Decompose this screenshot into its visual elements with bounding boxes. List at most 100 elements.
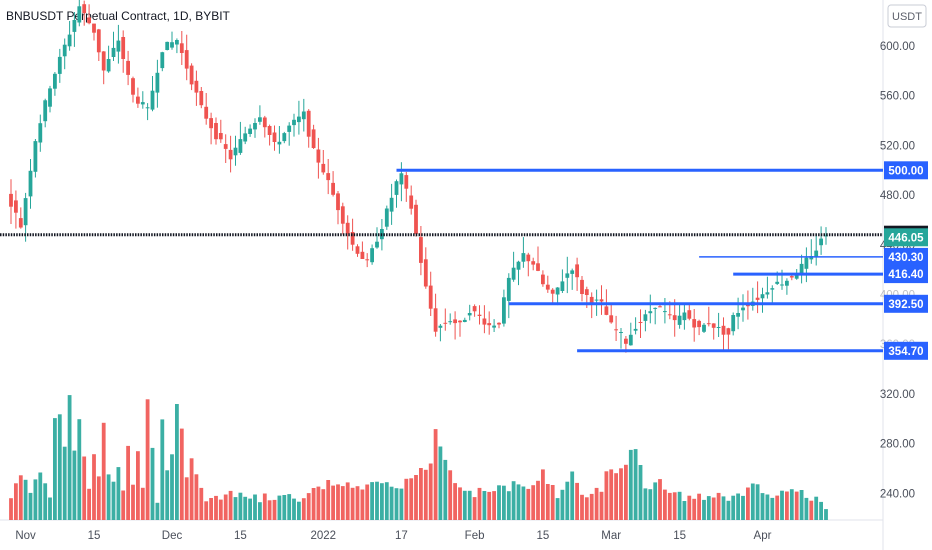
- volume-bar: [155, 502, 160, 520]
- x-tick-label: 15: [234, 530, 247, 542]
- candle-body: [340, 206, 345, 224]
- volume-bar: [101, 422, 106, 520]
- volume-bar: [414, 475, 418, 520]
- candle-body: [370, 248, 374, 263]
- candle-body: [399, 173, 404, 185]
- volume-bar: [697, 493, 701, 520]
- volume-bar: [287, 494, 292, 520]
- volume-bar: [189, 458, 194, 520]
- candle-body: [487, 323, 492, 326]
- candle-body: [614, 329, 618, 331]
- volume-bar: [584, 497, 589, 520]
- candle-body: [643, 314, 648, 321]
- level-badge-text: 392.50: [888, 299, 923, 311]
- candle-body: [175, 40, 179, 45]
- volume-bar: [282, 495, 287, 520]
- y-tick-label: 240.00: [880, 488, 915, 500]
- volume-bar: [394, 488, 399, 520]
- candle-body: [389, 197, 394, 212]
- volume-bar: [560, 489, 565, 520]
- volume-bar: [423, 469, 428, 520]
- candle-body: [448, 321, 453, 323]
- candle-body: [433, 308, 438, 332]
- volume-bar: [477, 487, 482, 520]
- volume-bar: [609, 469, 614, 520]
- candle-body: [62, 44, 67, 57]
- volume-bar: [775, 495, 780, 520]
- volume-bar: [663, 489, 667, 520]
- x-tick-label: Dec: [162, 530, 183, 542]
- x-tick-label: Apr: [754, 530, 772, 542]
- volume-bar: [409, 478, 414, 520]
- volume-bar: [419, 468, 423, 520]
- volume-bar: [506, 491, 511, 520]
- candle-body: [560, 281, 565, 291]
- candle-body: [721, 325, 726, 335]
- candle-body: [663, 311, 667, 313]
- volume-bar: [111, 481, 116, 520]
- y-tick-label: 320.00: [880, 389, 915, 401]
- candle-body: [482, 318, 487, 325]
- candle-body: [28, 170, 33, 197]
- volume-bar: [267, 500, 272, 520]
- candle-body: [53, 73, 57, 89]
- candle-body: [262, 117, 267, 128]
- candle-body: [292, 119, 296, 126]
- y-tick-label: 520.00: [880, 140, 915, 152]
- x-tick-label: 17: [395, 530, 408, 542]
- volume-bar: [565, 481, 570, 520]
- candle-body: [414, 204, 418, 234]
- volume-bar: [380, 483, 384, 520]
- candle-body: [101, 51, 106, 71]
- candle-body: [336, 193, 340, 211]
- volume-bar: [57, 414, 62, 520]
- candle-body: [814, 250, 819, 258]
- volume-bar: [809, 500, 814, 520]
- volume-bar: [316, 486, 321, 520]
- volume-bar: [638, 465, 643, 520]
- volume-bar: [594, 487, 599, 520]
- volume-bar: [160, 419, 165, 520]
- volume-bar: [184, 477, 189, 520]
- volume-bar: [218, 499, 223, 520]
- volume-bar: [458, 487, 462, 520]
- y-tick-label: 280.00: [880, 439, 915, 451]
- volume-bar: [96, 476, 101, 520]
- candle-body: [126, 60, 130, 75]
- volume-bar: [365, 484, 370, 520]
- candle-body: [736, 313, 740, 317]
- x-tick-label: 15: [88, 530, 101, 542]
- volume-bar: [643, 488, 648, 520]
- candle-body: [497, 322, 501, 325]
- candle-body: [277, 141, 282, 145]
- volume-bar: [497, 485, 501, 520]
- volume-bar: [726, 500, 731, 520]
- volume-bar: [550, 485, 555, 520]
- volume-bar: [462, 490, 467, 520]
- volume-bar: [736, 493, 740, 520]
- candle-body: [77, 6, 82, 23]
- candle-body: [223, 144, 228, 149]
- candle-body: [809, 256, 814, 260]
- volume-bar: [175, 404, 179, 520]
- candle-body: [580, 279, 584, 294]
- candle-body: [423, 259, 428, 287]
- volume-bar: [209, 498, 213, 520]
- volume-bar: [126, 445, 130, 520]
- candle-body: [472, 306, 477, 312]
- candle-body: [248, 128, 252, 134]
- candle-body: [755, 297, 760, 300]
- level-badge: [884, 341, 928, 360]
- level-badge: [884, 247, 928, 266]
- x-tick-label: 15: [673, 530, 686, 542]
- level-badge-text: 354.70: [888, 346, 923, 358]
- candle-body: [594, 299, 599, 301]
- x-tick-label: Feb: [465, 530, 485, 542]
- volume-bar: [467, 490, 472, 520]
- candle-body: [658, 306, 662, 308]
- volume-bar: [555, 498, 560, 520]
- volume-bar: [233, 497, 238, 520]
- candle-body: [14, 200, 18, 213]
- candle-body: [311, 129, 316, 148]
- candle-body: [521, 253, 526, 262]
